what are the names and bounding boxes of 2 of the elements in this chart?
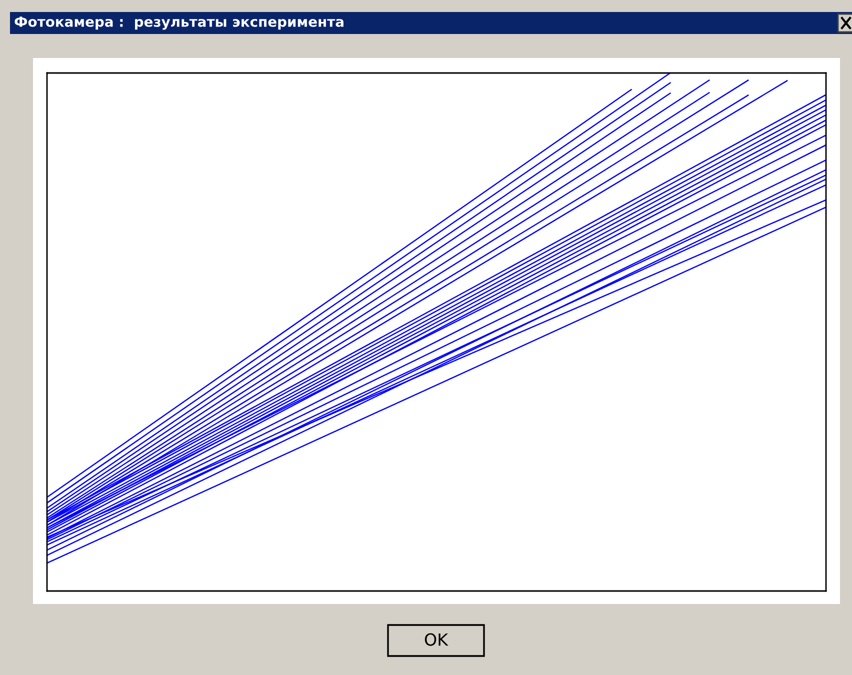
chart-title: Фотокамера : результаты эксперимента <box>14 16 344 30</box>
text: OK <box>424 633 448 646</box>
